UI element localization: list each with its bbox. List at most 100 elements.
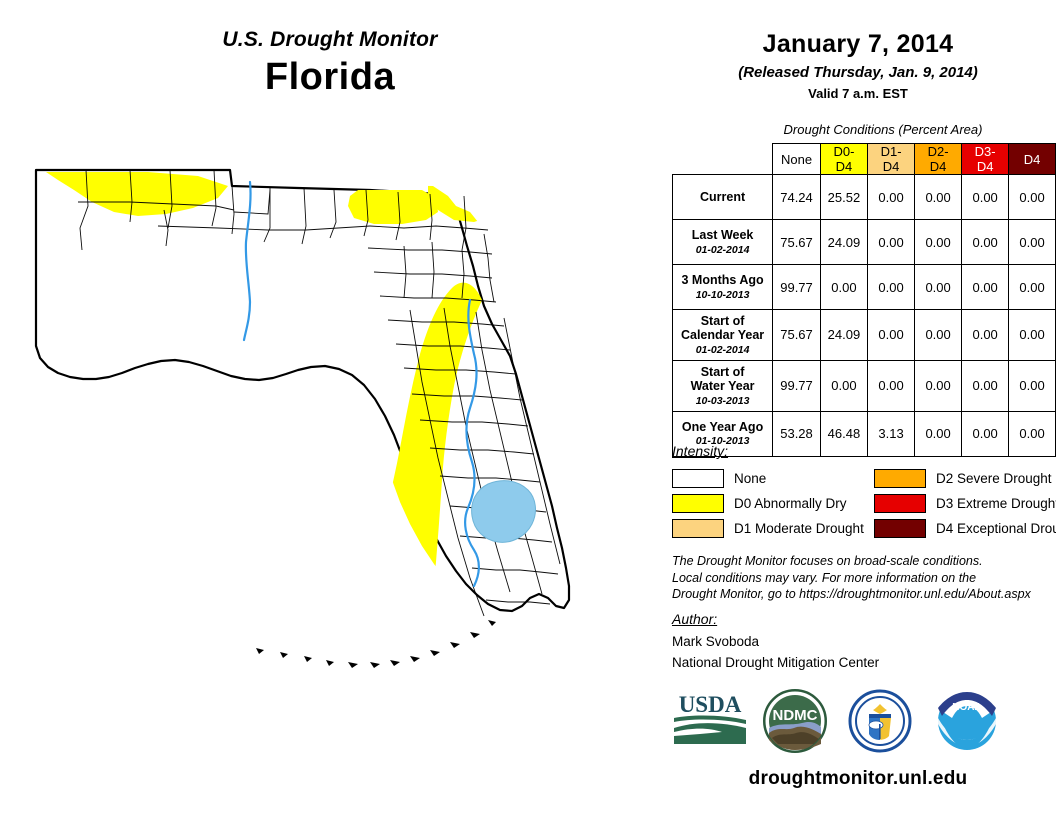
table-head: None D0-D4 D1-D4 D2-D4 D3-D4 D4 xyxy=(673,143,1056,175)
footnote-line-1: The Drought Monitor focuses on broad-sca… xyxy=(672,554,983,568)
table-cell-d0-d4: 46.48 xyxy=(819,410,869,457)
usda-logo-svg: USDA xyxy=(674,692,746,744)
florida-drought-map xyxy=(18,150,658,790)
column-header-d2-d4: D2-D4 xyxy=(914,143,963,175)
table-cell-d0-d4: 0.00 xyxy=(819,359,869,412)
noaa-logo-svg: NOAA xyxy=(938,692,996,750)
table-cell-d3-d4: 0.00 xyxy=(961,174,1010,220)
table-cell-d4: 0.00 xyxy=(1008,410,1056,457)
doc-seal xyxy=(845,688,915,759)
table-cell-d1-d4: 0.00 xyxy=(867,264,916,310)
author-name: Mark Svoboda xyxy=(672,634,760,649)
table-cell-d4: 0.00 xyxy=(1008,359,1056,412)
intensity-legend-title: Intensity: xyxy=(672,443,729,459)
author-block: Mark Svoboda National Drought Mitigation… xyxy=(672,632,879,674)
row-header: Last Week 01-02-2014 xyxy=(671,219,774,265)
column-header-d4: D4 xyxy=(1008,143,1056,175)
usda-logo-text: USDA xyxy=(679,692,742,717)
table-cell-none: 53.28 xyxy=(772,410,821,457)
column-header-none: None xyxy=(772,143,821,175)
row-header: Start of Calendar Year 01-02-2014 xyxy=(671,309,774,361)
table-cell-d1-d4: 0.00 xyxy=(867,219,916,265)
table-cell-none: 75.67 xyxy=(772,309,821,361)
rivers xyxy=(242,180,480,588)
table-cell-d3-d4: 0.00 xyxy=(961,264,1010,310)
doc-seal-svg xyxy=(848,689,912,753)
table-row: Current 74.24 25.52 0.00 0.00 0.00 0.00 xyxy=(671,174,1056,220)
table-cell-d1-d4: 0.00 xyxy=(867,309,916,361)
noaa-logo: NOAA xyxy=(932,688,1002,759)
table-cell-d0-d4: 24.09 xyxy=(819,309,869,361)
table-row: Start of Water Year 10-03-2013 99.77 0.00 0.0… xyxy=(671,359,1056,412)
usda-logo: USDA xyxy=(670,688,750,755)
legend-item: D2 Severe Drought xyxy=(874,466,1056,491)
legend-label: D3 Extreme Drought xyxy=(936,496,1056,511)
legend-label: None xyxy=(734,471,767,486)
table-corner-cell xyxy=(673,144,773,175)
table-cell-d4: 0.00 xyxy=(1008,309,1056,361)
legend-swatch-d1 xyxy=(672,519,724,538)
table-row: 3 Months Ago 10-10-2013 99.77 0.00 0.00 0.00 0… xyxy=(671,264,1056,310)
noaa-logo-text: NOAA xyxy=(952,702,981,713)
table-cell-d4: 0.00 xyxy=(1008,219,1056,265)
table-cell-d2-d4: 0.00 xyxy=(914,359,963,412)
state-title: Florida xyxy=(264,56,396,98)
legend-column-right: D2 Severe Drought D3 Extreme Drought D4 Ex… xyxy=(874,466,1056,541)
table-cell-d2-d4: 0.00 xyxy=(914,264,963,310)
row-header: One Year Ago 01-10-2013 xyxy=(671,410,774,457)
table-cell-d4: 0.00 xyxy=(1008,174,1056,220)
table-cell-none: 99.77 xyxy=(772,359,821,412)
d0-region-western-panhandle xyxy=(46,172,228,216)
lake-okeechobee xyxy=(471,480,536,543)
d0-region-north-central xyxy=(348,190,438,224)
row-header: Current xyxy=(671,174,774,220)
table-cell-d0-d4: 0.00 xyxy=(819,264,869,310)
table-cell-d1-d4: 3.13 xyxy=(867,410,916,457)
table-cell-d3-d4: 0.00 xyxy=(961,410,1010,457)
program-title: U.S. Drought Monitor xyxy=(222,28,438,51)
table-cell-d2-d4: 0.00 xyxy=(914,410,963,457)
ndmc-logo-svg: NDMC xyxy=(763,689,827,753)
table-row: Last Week 01-02-2014 75.67 24.09 0.00 0.00 0.0… xyxy=(671,219,1056,265)
table-cell-d3-d4: 0.00 xyxy=(961,219,1010,265)
table-cell-d0-d4: 24.09 xyxy=(819,219,869,265)
table-cell-d2-d4: 0.00 xyxy=(914,174,963,220)
row-header-date: 10-03-2013 xyxy=(695,394,750,407)
table-cell-d3-d4: 0.00 xyxy=(961,309,1010,361)
table-body: Current 74.24 25.52 0.00 0.00 0.00 0.00 Last We… xyxy=(671,174,1056,457)
column-header-d1-d4: D1-D4 xyxy=(867,143,916,175)
column-header-d0-d4: D0-D4 xyxy=(819,143,869,175)
table-cell-none: 99.77 xyxy=(772,264,821,310)
florida-keys xyxy=(256,620,496,668)
site-url[interactable]: droughtmonitor.unl.edu xyxy=(748,768,968,789)
ndmc-logo-text: NDMC xyxy=(773,707,818,724)
row-header-date: 01-10-2013 xyxy=(695,435,750,448)
column-header-d3-d4: D3-D4 xyxy=(961,143,1010,175)
legend-label: D4 Exceptional Drought xyxy=(936,521,1056,536)
author-title: Author: xyxy=(672,611,718,627)
footnote-line-3: Drought Monitor, go to https://droughtmo… xyxy=(672,587,1031,601)
county-boundaries xyxy=(78,169,561,617)
table-cell-d4: 0.00 xyxy=(1008,264,1056,310)
footnote: The Drought Monitor focuses on broad-sca… xyxy=(672,553,1056,603)
legend-item: D4 Exceptional Drought xyxy=(874,516,1056,541)
legend-swatch-d2 xyxy=(874,469,926,488)
table-cell-d0-d4: 25.52 xyxy=(819,174,869,220)
row-header: 3 Months Ago 10-10-2013 xyxy=(671,264,774,310)
legend-column-left: None D0 Abnormally Dry D1 Moderate Drought xyxy=(672,466,864,541)
legend-item: None xyxy=(672,466,864,491)
row-header-date: 01-02-2014 xyxy=(695,343,750,356)
legend-item: D3 Extreme Drought xyxy=(874,491,1056,516)
map-svg xyxy=(34,168,571,668)
ndmc-logo: NDMC xyxy=(760,688,830,759)
row-header: Start of Water Year 10-03-2013 xyxy=(671,359,774,412)
legend-swatch-d0 xyxy=(672,494,724,513)
table-cell-d2-d4: 0.00 xyxy=(914,309,963,361)
legend-label: D0 Abnormally Dry xyxy=(734,496,847,511)
table-cell-d3-d4: 0.00 xyxy=(961,359,1010,412)
right-panel: January 7, 2014 (Released Thursday, Jan.… xyxy=(660,0,1056,816)
report-date: January 7, 2014 xyxy=(762,30,954,58)
florida-silhouette xyxy=(34,168,571,613)
table-cell-d1-d4: 0.00 xyxy=(867,174,916,220)
legend-label: D1 Moderate Drought xyxy=(734,521,864,536)
